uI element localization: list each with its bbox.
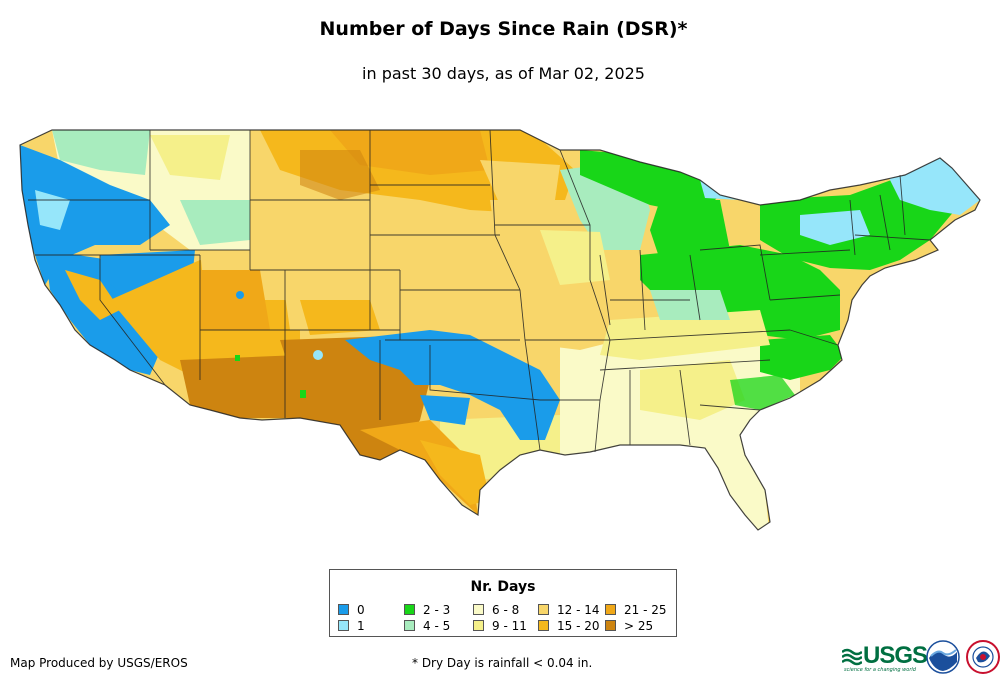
legend-swatch bbox=[473, 604, 484, 615]
usgs-wave-icon bbox=[842, 648, 862, 666]
us-dsr-map bbox=[19, 129, 981, 531]
usgs-tagline: science for a changing world bbox=[844, 667, 916, 673]
legend-label: 1 bbox=[357, 619, 365, 633]
usgs-wordmark: USGS bbox=[863, 642, 928, 669]
legend-swatch bbox=[605, 604, 616, 615]
map-subtitle: in past 30 days, as of Mar 02, 2025 bbox=[362, 64, 645, 83]
footnote: * Dry Day is rainfall < 0.04 in. bbox=[412, 656, 593, 670]
legend-label: > 25 bbox=[624, 619, 654, 633]
noaa-logo-icon bbox=[926, 640, 960, 674]
legend-swatch bbox=[404, 604, 415, 615]
legend-item-0: 0 bbox=[338, 604, 365, 617]
legend-label: 9 - 11 bbox=[492, 619, 527, 633]
legend-swatch bbox=[338, 620, 349, 631]
legend-item-4: 6 - 8 bbox=[473, 604, 519, 617]
legend-item-9: > 25 bbox=[605, 620, 653, 633]
legend-label: 12 - 14 bbox=[557, 603, 600, 617]
legend-label: 15 - 20 bbox=[557, 619, 600, 633]
legend-label: 6 - 8 bbox=[492, 603, 520, 617]
legend-item-7: 15 - 20 bbox=[538, 620, 600, 633]
legend: Nr. Days 0 1 2 - 3 4 - 5 6 - 8 9 - 11 12… bbox=[329, 569, 677, 637]
logos: USGS science for a changing world bbox=[842, 638, 1007, 678]
usgs-logo: USGS bbox=[842, 642, 928, 670]
legend-item-1: 1 bbox=[338, 620, 365, 633]
map-title: Number of Days Since Rain (DSR)* bbox=[319, 18, 688, 40]
nws-logo-icon bbox=[966, 640, 1000, 674]
credit-text: Map Produced by USGS/EROS bbox=[10, 656, 188, 670]
legend-label: 4 - 5 bbox=[423, 619, 451, 633]
legend-label: 0 bbox=[357, 603, 365, 617]
legend-item-5: 9 - 11 bbox=[473, 620, 527, 633]
legend-item-2: 2 - 3 bbox=[404, 604, 450, 617]
legend-swatch bbox=[605, 620, 616, 631]
legend-swatch bbox=[538, 604, 549, 615]
legend-label: 2 - 3 bbox=[423, 603, 451, 617]
legend-title: Nr. Days bbox=[470, 579, 536, 595]
legend-swatch bbox=[473, 620, 484, 631]
legend-label: 21 - 25 bbox=[624, 603, 667, 617]
legend-swatch bbox=[538, 620, 549, 631]
legend-item-3: 4 - 5 bbox=[404, 620, 450, 633]
legend-swatch bbox=[404, 620, 415, 631]
legend-swatch bbox=[338, 604, 349, 615]
legend-item-6: 12 - 14 bbox=[538, 604, 600, 617]
legend-item-8: 21 - 25 bbox=[605, 604, 667, 617]
